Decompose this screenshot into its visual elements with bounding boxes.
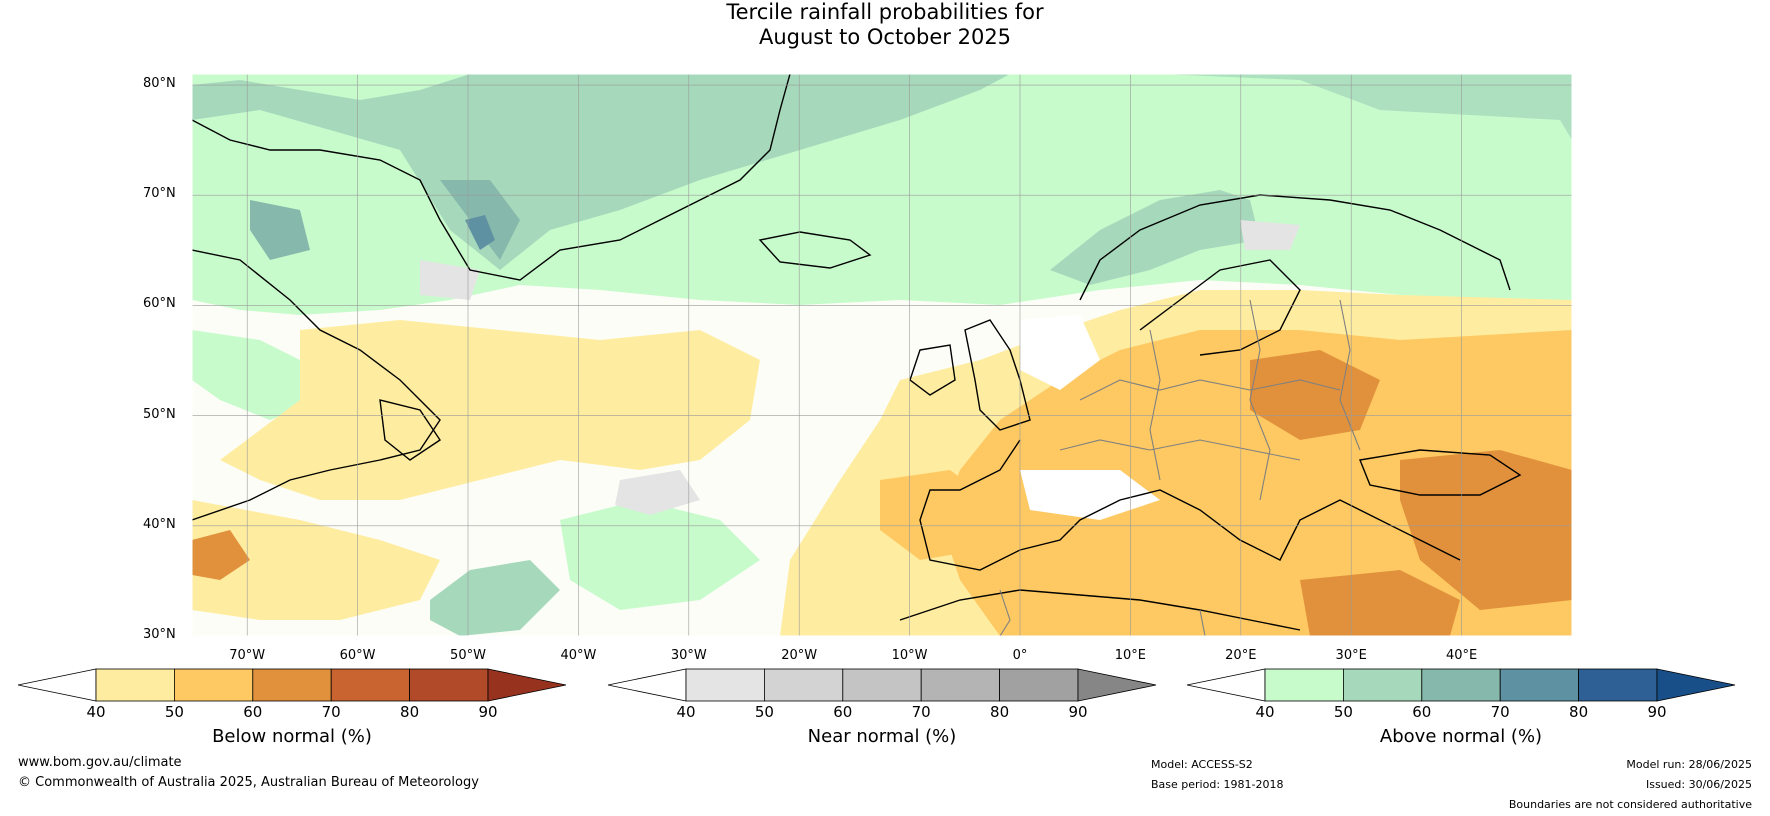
lat-label: 40°N bbox=[143, 516, 176, 532]
lat-label: 50°N bbox=[143, 406, 176, 422]
lat-label: 80°N bbox=[143, 76, 176, 92]
near-normal-patch-1 bbox=[420, 260, 480, 300]
border-1 bbox=[1079, 379, 1341, 401]
coastline-labrador bbox=[192, 249, 441, 521]
below-normal-60-florida bbox=[192, 530, 250, 580]
colorbar-title-near: Near normal (%) bbox=[807, 726, 957, 747]
footer-disclaimer: Boundaries are not considered authoritat… bbox=[1508, 798, 1752, 811]
border-2 bbox=[1059, 439, 1301, 461]
colorbar-tick-label: 70 bbox=[321, 703, 341, 721]
coastline-north-africa bbox=[899, 589, 1301, 631]
lon-label: 20°E bbox=[1225, 648, 1257, 663]
coastline-ireland bbox=[909, 344, 956, 396]
below-normal-40-south-atlantic bbox=[192, 500, 440, 620]
footer-base-period: Base period: 1981-2018 bbox=[1151, 778, 1284, 791]
above-normal-patch-atlantic bbox=[430, 560, 560, 636]
footer-copyright: © Commonwealth of Australia 2025, Austra… bbox=[18, 775, 479, 790]
colorbar-tick-label: 80 bbox=[400, 703, 420, 721]
footer-model-run: Model run: 28/06/2025 bbox=[1626, 758, 1752, 771]
colorbar-tick-label: 60 bbox=[243, 703, 263, 721]
above-normal-patch-mid-atlantic bbox=[560, 500, 760, 610]
footer-model: Model: ACCESS-S2 bbox=[1151, 758, 1253, 771]
coastline-newfoundland bbox=[379, 399, 441, 461]
below-normal-50-europe bbox=[940, 330, 1572, 636]
lon-label: 60°W bbox=[339, 648, 376, 663]
colorbar-tick-label: 80 bbox=[1569, 703, 1589, 721]
lon-label: 40°E bbox=[1445, 648, 1478, 663]
lon-label: 0° bbox=[1012, 648, 1028, 663]
border-3 bbox=[1149, 329, 1161, 481]
border-4 bbox=[1249, 299, 1271, 501]
country-borders bbox=[999, 299, 1361, 636]
colorbar-tick-label: 70 bbox=[911, 703, 931, 721]
lat-label: 70°N bbox=[143, 186, 176, 202]
colorbar-tick-label: 90 bbox=[478, 703, 498, 721]
colorbar-tick-label: 90 bbox=[1647, 703, 1667, 721]
white-area-mediterranean bbox=[1020, 470, 1160, 520]
coastline-greenland bbox=[192, 74, 791, 281]
coastline-western-europe bbox=[919, 439, 1461, 571]
near-normal-patch-2 bbox=[615, 470, 700, 515]
lon-label: 10°W bbox=[891, 648, 928, 663]
coastline-baltic bbox=[1139, 259, 1301, 356]
map-frame bbox=[191, 73, 1573, 637]
colorbar-tick-label: 90 bbox=[1068, 703, 1088, 721]
coastline-black-sea bbox=[1359, 449, 1522, 496]
footer-issued: Issued: 30/06/2025 bbox=[1645, 778, 1752, 791]
footer-website: www.bom.gov.au/climate bbox=[18, 755, 182, 770]
colorbar-tick-label: 50 bbox=[164, 703, 184, 721]
above-normal-patch-west bbox=[192, 330, 320, 420]
colorbar-tick-label: 50 bbox=[754, 703, 774, 721]
above-normal-50-greenland bbox=[192, 74, 1010, 270]
colorbar-tick-label: 70 bbox=[1490, 703, 1510, 721]
colorbar-title-above: Above normal (%) bbox=[1379, 726, 1543, 747]
colorbar-tick-label: 40 bbox=[86, 703, 106, 721]
colorbar-tick-label: 40 bbox=[676, 703, 696, 721]
colorbar-tick-label: 60 bbox=[833, 703, 853, 721]
border-5 bbox=[1339, 299, 1361, 451]
lat-label: 30°N bbox=[143, 627, 176, 642]
above-normal-70-spot bbox=[465, 215, 495, 250]
colorbar-title-below: Below normal (%) bbox=[212, 726, 372, 747]
colorbar-tick-label: 50 bbox=[1333, 703, 1353, 721]
near-normal-patch-3 bbox=[1240, 220, 1300, 250]
lon-label: 40°W bbox=[560, 648, 597, 663]
coastline-iceland bbox=[758, 231, 872, 269]
coastline-uk bbox=[964, 319, 1031, 431]
below-normal-60-anatolia bbox=[1400, 450, 1572, 610]
lon-label: 20°W bbox=[781, 648, 818, 663]
border-7 bbox=[1199, 609, 1206, 636]
lon-label: 70°W bbox=[229, 648, 266, 663]
colorbar-tick-label: 40 bbox=[1255, 703, 1275, 721]
coastline-scandinavia bbox=[1079, 194, 1511, 301]
title-line-1: Tercile rainfall probabilities for bbox=[726, 0, 1044, 24]
lon-label: 30°W bbox=[670, 648, 707, 663]
lon-label: 10°E bbox=[1114, 648, 1147, 663]
above-normal-60-baffin bbox=[250, 200, 310, 260]
lat-label: 60°N bbox=[143, 296, 176, 312]
below-normal-40-atlantic bbox=[220, 320, 760, 500]
colorbar-tick-label: 60 bbox=[1412, 703, 1432, 721]
colorbar-tick-label: 80 bbox=[990, 703, 1010, 721]
title-line-2: August to October 2025 bbox=[758, 25, 1012, 49]
below-normal-50-iberia bbox=[880, 470, 990, 560]
probability-fields bbox=[192, 74, 1572, 636]
coastlines bbox=[192, 74, 1522, 631]
border-6 bbox=[999, 589, 1011, 636]
above-normal-50-scandinavia bbox=[1050, 190, 1260, 285]
below-normal-60-middle-east bbox=[1300, 570, 1460, 636]
lon-label: 30°E bbox=[1335, 648, 1367, 663]
chart-title: Tercile rainfall probabilities for Augus… bbox=[0, 0, 1770, 50]
lon-label: 50°W bbox=[450, 648, 486, 663]
white-area-uk bbox=[1020, 315, 1100, 390]
above-normal-50-arctic-east bbox=[1160, 74, 1572, 140]
